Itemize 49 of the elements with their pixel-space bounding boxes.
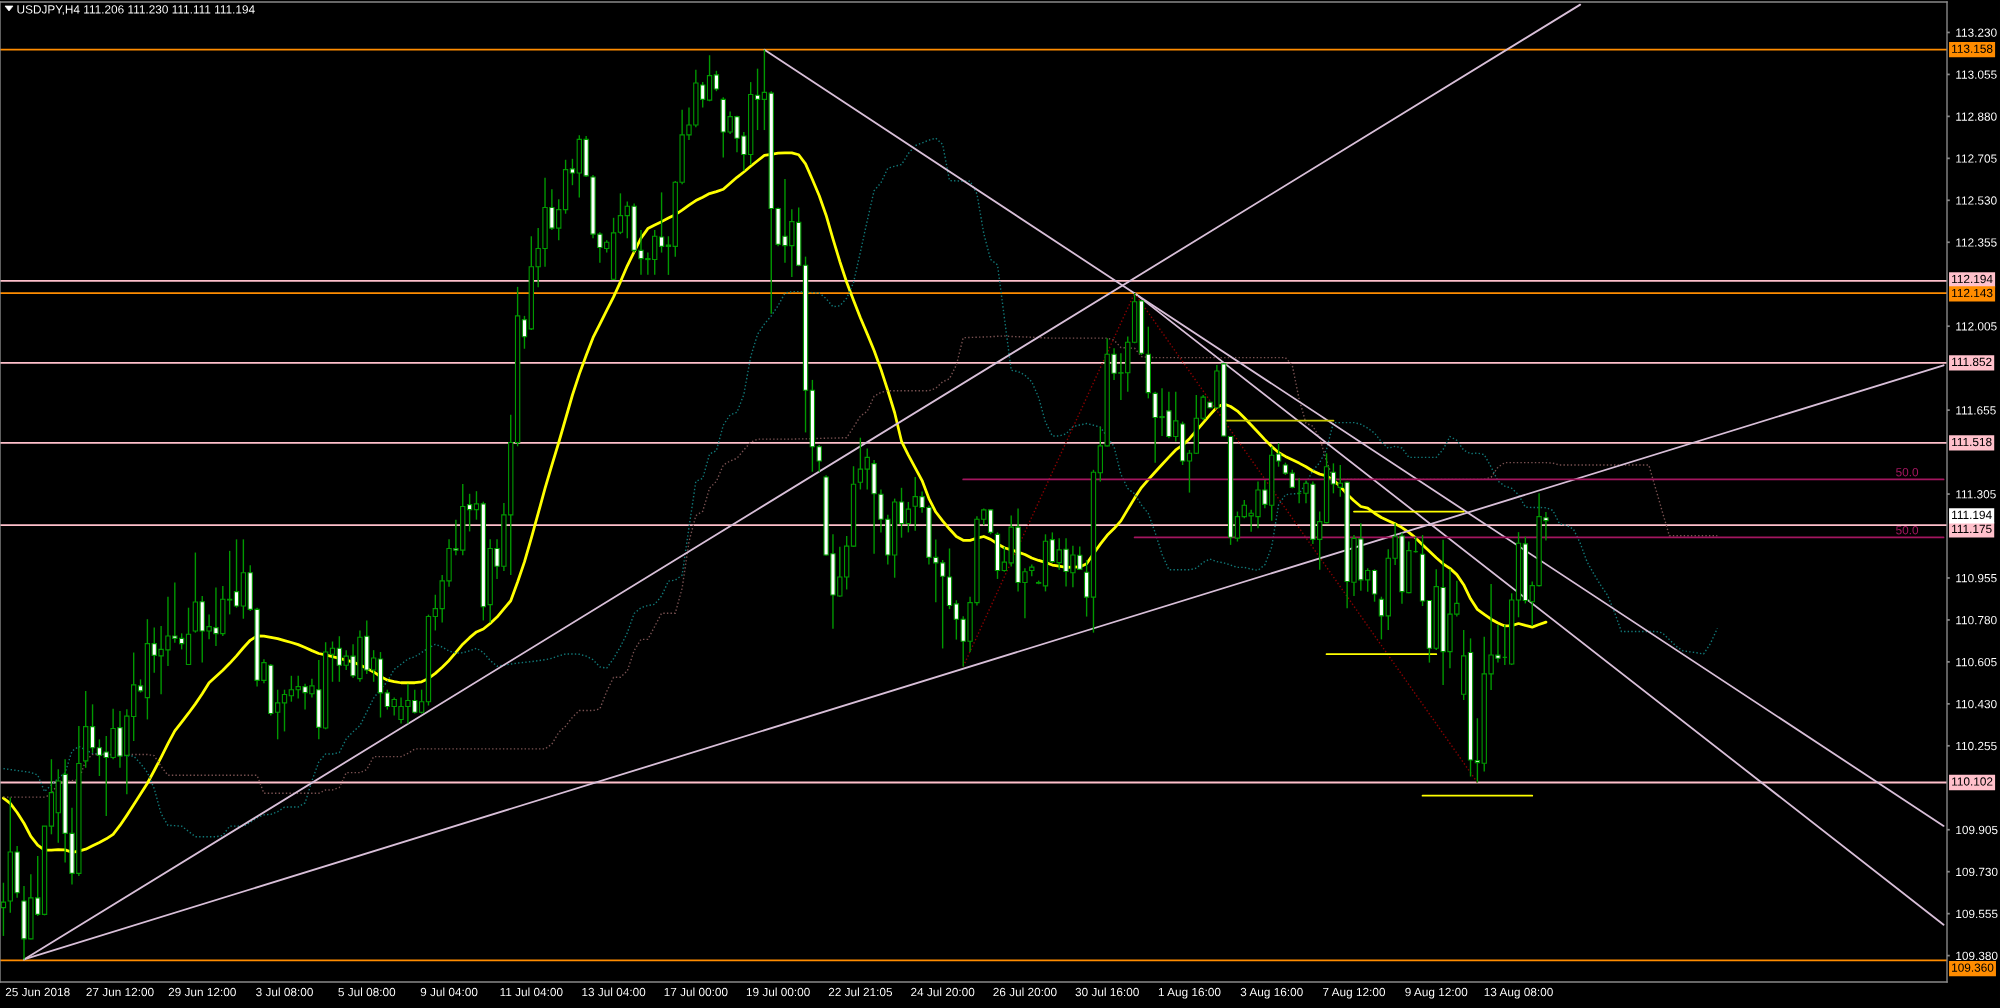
y-tick-label: 109.380 (1956, 951, 1998, 961)
x-tick-label: 27 Jun 12:00 (86, 987, 154, 997)
y-tick-label: 110.255 (1956, 741, 1997, 751)
x-tick-label: 13 Jul 04:00 (582, 987, 646, 997)
ref-line-label: 111.175 (1952, 524, 1992, 534)
y-tick-label: 110.605 (1956, 657, 1997, 667)
x-tick-label: 5 Jul 08:00 (338, 987, 396, 997)
x-tick-label: 25 Jun 2018 (5, 987, 70, 997)
text: 111.194 (1952, 510, 1992, 520)
x-tick-label: 26 Jul 20:00 (993, 987, 1057, 997)
x-tick-label: 3 Jul 08:00 (256, 987, 313, 997)
y-tick-label: 110.955 (1956, 574, 1997, 583)
x-tick-label: 9 Aug 12:00 (1405, 987, 1468, 999)
y-tick-label: 111.655 (1956, 406, 1996, 415)
x-tick-label: 11 Jul 04:00 (500, 987, 563, 997)
series-label: 50.0 (1896, 526, 1919, 535)
y-tick-label: 112.530 (1956, 196, 1997, 205)
x-tick-label: 24 Jul 20:00 (911, 987, 975, 997)
x-tick-label: 3 Aug 16:00 (1240, 987, 1303, 999)
y-tick-label: 109.555 (1956, 909, 1998, 919)
y-tick-label: 110.430 (1956, 699, 1997, 709)
ref-line-label: 113.158 (1952, 44, 1993, 53)
y-tick-label: 109.905 (1956, 825, 1998, 835)
x-tick-label: 9 Jul 04:00 (420, 987, 478, 997)
ref-line-label: 112.194 (1952, 274, 1993, 284)
y-tick-label: 112.355 (1956, 238, 1997, 247)
y-tick-label: 112.880 (1956, 112, 1997, 121)
y-tick-label: 113.055 (1956, 70, 1997, 79)
y-tick-label: 113.230 (1956, 28, 1997, 37)
x-tick-label: 7 Aug 12:00 (1323, 987, 1386, 999)
x-tick-label: 1 Aug 16:00 (1158, 987, 1221, 999)
ref-line-label: 109.360 (1952, 963, 1994, 972)
x-tick-label: 13 Aug 08:00 (1484, 987, 1553, 999)
chart-title: USDJPY,H4 111.206 111.230 111.111 111.194 (17, 5, 255, 16)
x-tick-label: 17 Jul 00:00 (664, 987, 728, 997)
x-tick-label: 22 Jul 21:05 (828, 987, 893, 997)
ref-line-label: 110.102 (1952, 777, 1993, 786)
y-tick-label: 109.730 (1956, 867, 1998, 877)
x-tick-label: 30 Jul 16:00 (1075, 987, 1139, 997)
ref-line-label: 111.852 (1952, 357, 1992, 367)
x-tick-label: 29 Jun 12:00 (168, 987, 236, 997)
x-tick-label: 19 Jul 00:00 (746, 987, 810, 997)
y-tick-label: 111.305 (1956, 490, 1996, 499)
series-label: 50.0 (1896, 468, 1919, 477)
y-tick-label: 112.705 (1956, 154, 1997, 163)
ref-line-label: 112.143 (1952, 288, 1993, 298)
ref-line-label: 111.518 (1952, 437, 1992, 447)
y-tick-label: 112.005 (1956, 322, 1997, 331)
y-tick-label: 110.780 (1956, 615, 1997, 625)
